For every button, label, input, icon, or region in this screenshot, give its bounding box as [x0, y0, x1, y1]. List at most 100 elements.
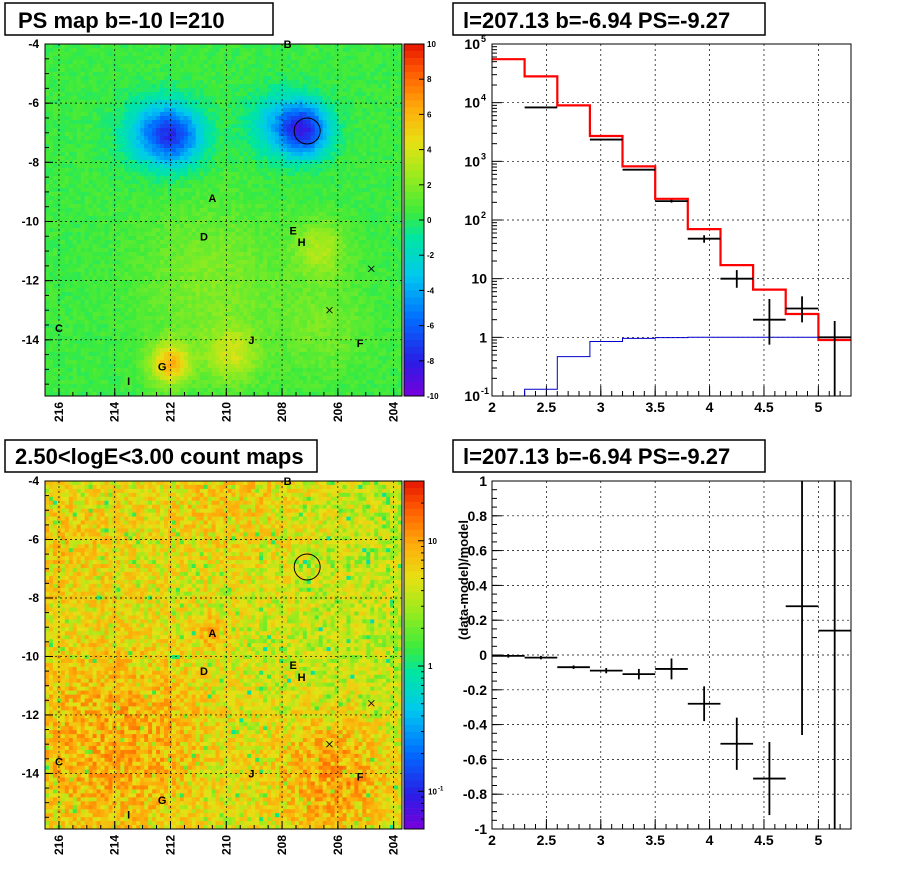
ps-map-cell — [116, 252, 121, 257]
ps-map-cell — [92, 316, 97, 321]
ps-map-cell — [152, 352, 157, 357]
ps-map-cell — [120, 88, 125, 93]
ps-map-cell — [76, 300, 82, 305]
ps-map-cell — [179, 256, 185, 261]
ps-map-cell — [144, 324, 149, 329]
ps-map-cell — [251, 264, 256, 269]
ps-map-cell — [203, 208, 209, 213]
ps-map-cell — [164, 120, 169, 125]
ps-map-cell — [239, 368, 244, 373]
ps-map-cell — [72, 128, 78, 133]
ps-map-cell — [132, 232, 137, 237]
ps-map-cell — [255, 160, 260, 165]
ps-map-cell — [52, 216, 58, 221]
ps-map-cell — [92, 172, 97, 177]
ps-map-cell — [68, 316, 74, 321]
ps-map-cell — [207, 316, 212, 321]
ps-map-cell — [199, 120, 205, 125]
ps-map-cell — [171, 188, 177, 193]
ps-map-cell — [45, 288, 50, 293]
ps-map-cell — [160, 384, 165, 389]
ps-map-cell — [175, 116, 181, 121]
ps-map-cell — [68, 200, 74, 205]
ps-map-cell — [76, 252, 82, 257]
ps-map-cell — [100, 224, 105, 229]
ps-map-cell — [259, 364, 264, 369]
ps-map-cell — [259, 288, 264, 293]
ps-map-cell — [92, 232, 97, 237]
ps-map-cell — [104, 72, 109, 77]
ps-map-cell — [255, 296, 260, 301]
ps-map-cell — [132, 360, 137, 365]
ps-map-cell — [167, 76, 173, 81]
ps-map-cell — [120, 264, 125, 269]
ps-map-cell — [144, 96, 149, 101]
ps-map-cell — [152, 244, 157, 249]
ps-map-cell — [60, 236, 66, 241]
ps-map-cell — [64, 316, 70, 321]
ps-map-cell — [88, 104, 93, 109]
ps-map-cell — [88, 340, 93, 345]
ps-map-cell — [259, 148, 264, 153]
ps-map-cell — [160, 352, 165, 357]
ps-map-cell — [48, 168, 54, 173]
ps-map-cell — [140, 144, 145, 149]
ps-map-cell — [167, 180, 173, 185]
ps-map-cell — [191, 168, 197, 173]
ps-map-cell — [247, 356, 252, 361]
ps-map-cell — [80, 84, 86, 89]
ps-map-cell — [223, 80, 228, 85]
ps-map-cell — [247, 352, 252, 357]
ps-map-cell — [156, 100, 161, 105]
ps-map-cell — [76, 76, 82, 81]
ps-map-cell — [128, 172, 133, 177]
ps-map-cell — [219, 88, 224, 93]
ps-map-cell — [164, 340, 169, 345]
ps-map-cell — [76, 168, 82, 173]
ps-map-cell — [100, 284, 105, 289]
ps-map-cell — [136, 312, 141, 317]
ps-map-cell — [72, 244, 78, 249]
ps-map-cell — [128, 180, 133, 185]
ps-map-cell — [263, 332, 268, 337]
ps-map-cell — [52, 344, 58, 349]
ps-map-cell — [179, 264, 185, 269]
ps-map-cell — [148, 140, 153, 145]
ps-map-cell — [104, 164, 109, 169]
ps-map-cell — [136, 248, 141, 253]
ps-map-cell — [88, 240, 93, 245]
ps-map-cell — [255, 128, 260, 133]
ps-map-cell — [52, 296, 58, 301]
ps-map-cell — [88, 336, 93, 341]
ps-map-cell — [140, 272, 145, 277]
ps-map-cell — [100, 336, 105, 341]
ps-map-cell — [148, 64, 153, 69]
ps-map-cell — [152, 68, 157, 73]
ps-map-cell — [207, 140, 212, 145]
ps-map-cell — [239, 200, 244, 205]
ps-map-cell — [199, 96, 205, 101]
ps-map-cell — [120, 132, 125, 137]
ps-map-cell — [207, 288, 212, 293]
ps-map-cell — [92, 264, 97, 269]
ps-map-cell — [136, 356, 141, 361]
ps-map-cell — [231, 168, 236, 173]
ps-map-cell — [199, 136, 205, 141]
ps-map-cell — [52, 308, 58, 313]
ps-map-cell — [195, 340, 201, 345]
ps-map-cell — [92, 240, 97, 245]
ps-map-cell — [160, 124, 165, 129]
ps-map-cell — [124, 256, 129, 261]
ps-map-cell — [191, 204, 197, 209]
ps-map-cell — [96, 236, 101, 241]
ps-map-cell — [175, 356, 181, 361]
ps-map-cell — [160, 72, 165, 77]
ps-map-cell — [255, 208, 260, 213]
ps-map-cell — [88, 56, 93, 61]
ps-map-cell — [215, 220, 220, 225]
ps-map-cell — [207, 64, 212, 69]
ps-map-cell — [235, 220, 240, 225]
ps-map-cell — [52, 288, 58, 293]
ps-map-cell — [156, 68, 161, 73]
ps-map-cell — [128, 328, 133, 333]
